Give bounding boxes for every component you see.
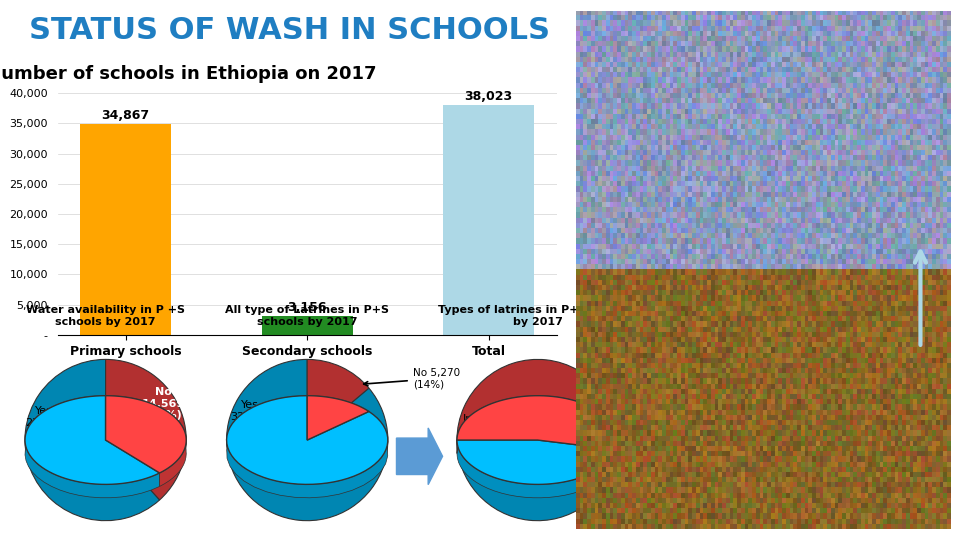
Polygon shape <box>457 396 618 463</box>
Text: All type of Latrines in P+S
schools by 2017: All type of Latrines in P+S schools by 2… <box>226 305 389 327</box>
Text: Types of latrines in P+S schools
by 2017: Types of latrines in P+S schools by 2017 <box>438 305 637 327</box>
Polygon shape <box>227 396 388 484</box>
Polygon shape <box>227 396 388 498</box>
Polygon shape <box>106 396 186 487</box>
Text: 38,023: 38,023 <box>465 90 513 103</box>
Polygon shape <box>457 396 618 450</box>
Bar <box>444 105 534 335</box>
Text: Yes
32,753
(86%): Yes 32,753 (86%) <box>230 400 269 434</box>
Polygon shape <box>307 396 369 425</box>
Polygon shape <box>457 440 616 484</box>
Bar <box>81 124 171 335</box>
Text: Yes
23,454
(62%): Yes 23,454 (62%) <box>25 406 63 440</box>
Polygon shape <box>307 396 369 440</box>
Text: 3,156: 3,156 <box>287 301 327 314</box>
Wedge shape <box>25 360 159 521</box>
Polygon shape <box>25 396 159 498</box>
Text: STATUS OF WASH IN SCHOOLS: STATUS OF WASH IN SCHOOLS <box>29 16 550 45</box>
Text: Total Number of schools in Ethiopia on 2017: Total Number of schools in Ethiopia on 2… <box>0 65 376 83</box>
Polygon shape <box>25 396 159 484</box>
Y-axis label: Number of schools: Number of schools <box>0 143 4 273</box>
Wedge shape <box>106 360 186 500</box>
Text: Water availability in P +S
schools by 2017: Water availability in P +S schools by 20… <box>26 305 185 327</box>
Text: No
14,569
(38%): No 14,569 (38%) <box>141 387 185 420</box>
Wedge shape <box>457 360 618 457</box>
FancyArrow shape <box>396 428 443 485</box>
Text: Traditional
17,507 (54% ): Traditional 17,507 (54% ) <box>541 406 630 428</box>
Polygon shape <box>457 440 616 498</box>
Text: Improved
15,246
(46%): Improved 15,246 (46%) <box>463 414 516 447</box>
Text: 34,867: 34,867 <box>102 109 150 122</box>
Bar <box>262 316 352 335</box>
Wedge shape <box>457 440 616 521</box>
Polygon shape <box>106 396 186 473</box>
Wedge shape <box>307 360 369 440</box>
Wedge shape <box>227 360 388 521</box>
Text: No 5,270
(14%): No 5,270 (14%) <box>364 368 460 389</box>
